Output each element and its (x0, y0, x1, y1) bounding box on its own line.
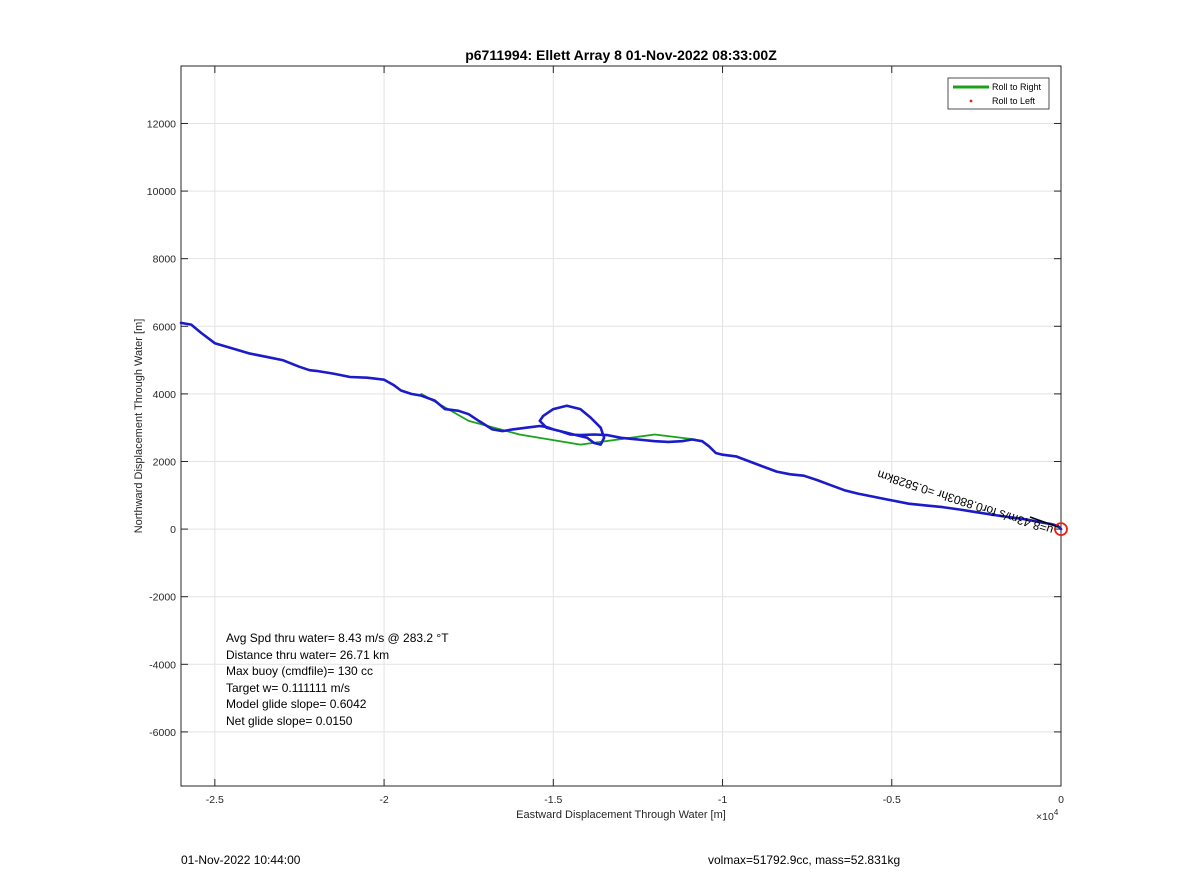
y-axis-ticks: -6000 -4000 -2000 0 2000 4000 6000 8000 10000 120… (147, 118, 1061, 739)
y-tick-label: 10000 (147, 186, 176, 198)
legend-swatch-roll-left (969, 99, 973, 103)
x-tick-label: -0.5 (883, 794, 901, 806)
current-arrow-shaft (1029, 516, 1059, 528)
x-axis-label: Eastward Displacement Through Water [m] (516, 809, 726, 821)
plot-area-frame (180, 65, 1062, 787)
x-exponent-base: ×10 (1036, 811, 1054, 823)
stat-avg-speed: Avg Spd thru water= 8.43 m/s @ 283.2 °T (226, 631, 449, 645)
x-exponent-power: 4 (1054, 808, 1059, 817)
y-axis-label: Northward Displacement Through Water [m] (133, 319, 145, 534)
y-tick-label: -6000 (149, 727, 176, 739)
x-tick-label: -1 (718, 794, 727, 806)
stat-distance: Distance thru water= 26.71 km (226, 648, 389, 662)
y-tick-label: 8000 (153, 254, 177, 266)
legend: Roll to Right Roll to Left (947, 77, 1050, 110)
y-tick-label: 0 (170, 524, 176, 536)
x-axis-ticks: -2.5 -2 -1.5 -1 -0.5 0 (206, 66, 1064, 806)
legend-box (947, 77, 1050, 110)
grid-lines (181, 66, 1062, 786)
chart-title: p6711994: Ellett Array 8 01-Nov-2022 08:… (465, 47, 777, 63)
x-tick-label: -2 (379, 794, 388, 806)
legend-label-roll-left: Roll to Left (992, 96, 1036, 106)
y-tick-label: 4000 (153, 389, 177, 401)
series-layer (179, 321, 1068, 536)
stat-net-glide: Net glide slope= 0.0150 (226, 714, 353, 728)
stats-block: Avg Spd thru water= 8.43 m/s @ 283.2 °T … (226, 631, 449, 728)
y-tick-label: 6000 (153, 321, 177, 333)
y-tick-label: 12000 (147, 118, 176, 130)
series-roll-right-line (420, 392, 697, 446)
y-tick-label: 2000 (153, 456, 177, 468)
x-tick-label: 0 (1058, 794, 1064, 806)
x-axis-exponent: ×104 (1036, 808, 1059, 823)
x-tick-label: -2.5 (206, 794, 224, 806)
y-tick-label: -2000 (149, 592, 176, 604)
y-tick-label: -4000 (149, 659, 176, 671)
stat-target-w: Target w= 0.111111 m/s (226, 681, 350, 695)
footer-timestamp: 01-Nov-2022 10:44:00 (181, 853, 301, 867)
footer-volmax-mass: volmax=51792.9cc, mass=52.831kg (708, 853, 900, 867)
stat-max-buoy: Max buoy (cmdfile)= 130 cc (226, 664, 373, 678)
x-tick-label: -1.5 (544, 794, 562, 806)
legend-label-roll-right: Roll to Right (992, 82, 1042, 92)
start-marker (1054, 522, 1068, 536)
stat-model-glide: Model glide slope= 0.6042 (226, 697, 367, 711)
series-track-line (179, 321, 1063, 531)
